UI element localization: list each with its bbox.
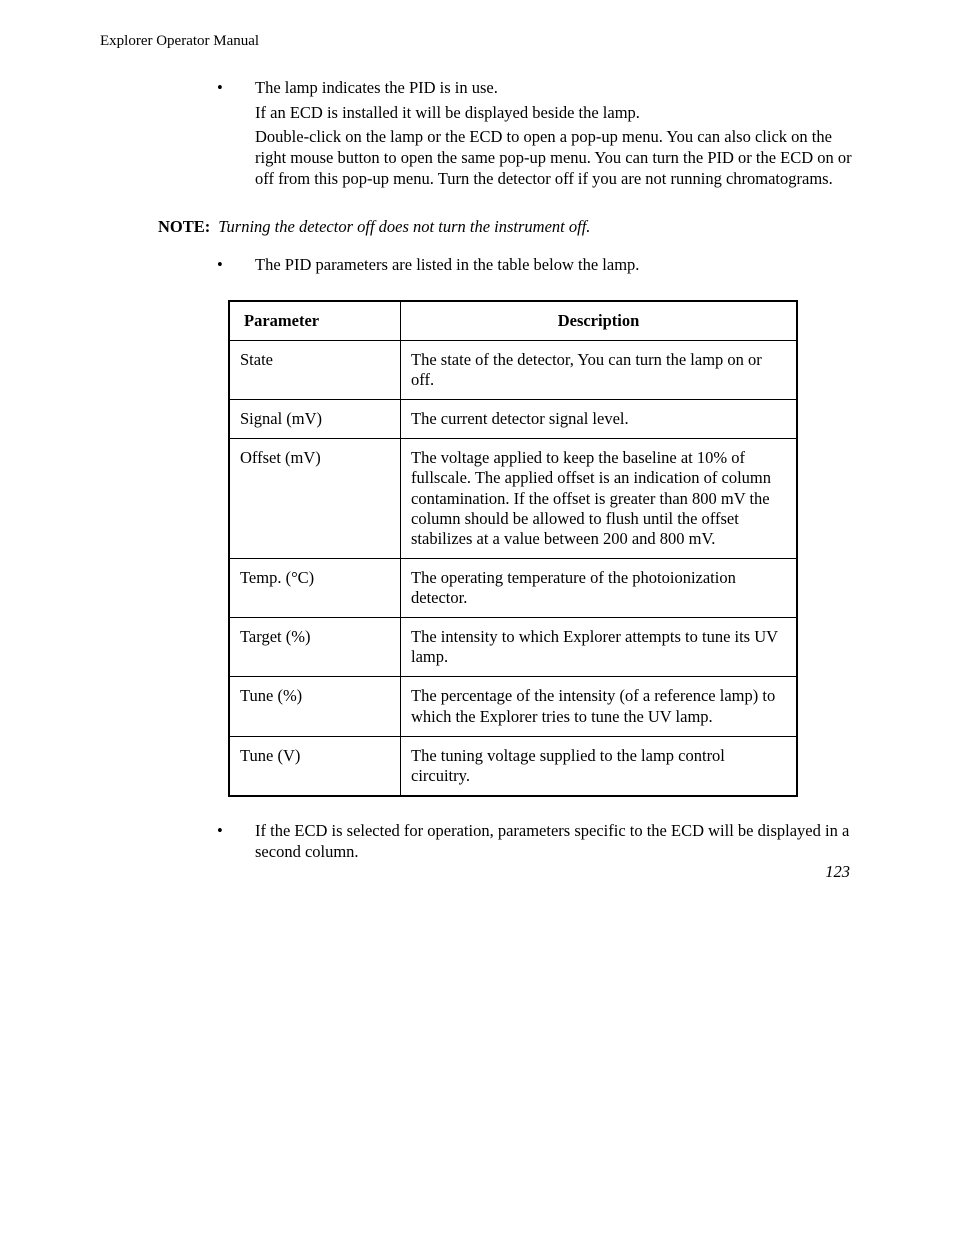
table-row: Signal (mV) The current detector signal …	[229, 400, 797, 439]
paragraph: If an ECD is installed it will be displa…	[255, 103, 854, 124]
table-cell-param: Offset (mV)	[229, 439, 401, 559]
table-header-description: Description	[401, 301, 798, 341]
table-row: Offset (mV) The voltage applied to keep …	[229, 439, 797, 559]
table-cell-desc: The tuning voltage supplied to the lamp …	[401, 736, 798, 796]
table-cell-param: Temp. (°C)	[229, 558, 401, 617]
paragraph: If the ECD is selected for operation, pa…	[255, 821, 854, 862]
bullet-group-top: • The lamp indicates the PID is in use. …	[215, 78, 854, 193]
table-cell-param: Target (%)	[229, 618, 401, 677]
table-cell-desc: The operating temperature of the photoio…	[401, 558, 798, 617]
table-cell-desc: The voltage applied to keep the baseline…	[401, 439, 798, 559]
table-cell-desc: The current detector signal level.	[401, 400, 798, 439]
list-item: • If the ECD is selected for operation, …	[215, 821, 854, 866]
table-cell-param: Tune (V)	[229, 736, 401, 796]
list-item: • The lamp indicates the PID is in use. …	[215, 78, 854, 193]
paragraph: The lamp indicates the PID is in use.	[255, 78, 854, 99]
table-row: Temp. (°C) The operating temperature of …	[229, 558, 797, 617]
parameter-table-wrap: Parameter Description State The state of…	[228, 300, 798, 797]
paragraph: Double-click on the lamp or the ECD to o…	[255, 127, 854, 189]
parameter-table: Parameter Description State The state of…	[228, 300, 798, 797]
table-row: Tune (V) The tuning voltage supplied to …	[229, 736, 797, 796]
note-label: NOTE:	[158, 217, 210, 237]
bullet-icon: •	[215, 78, 255, 193]
table-header-parameter: Parameter	[229, 301, 401, 341]
note-text: Turning the detector off does not turn t…	[218, 217, 590, 237]
table-cell-desc: The percentage of the intensity (of a re…	[401, 677, 798, 736]
bullet-icon: •	[215, 255, 255, 280]
page-number: 123	[825, 862, 850, 882]
bullet-group-mid: • The PID parameters are listed in the t…	[215, 255, 854, 280]
bullet-icon: •	[215, 821, 255, 866]
page: Explorer Operator Manual • The lamp indi…	[0, 0, 954, 866]
table-cell-param: Tune (%)	[229, 677, 401, 736]
table-cell-desc: The state of the detector, You can turn …	[401, 340, 798, 399]
paragraph: The PID parameters are listed in the tab…	[255, 255, 854, 276]
bullet-text: The lamp indicates the PID is in use. If…	[255, 78, 854, 193]
table-header-row: Parameter Description	[229, 301, 797, 341]
note: NOTE: Turning the detector off does not …	[158, 217, 854, 237]
table-cell-param: State	[229, 340, 401, 399]
table-row: State The state of the detector, You can…	[229, 340, 797, 399]
table-cell-desc: The intensity to which Explorer attempts…	[401, 618, 798, 677]
table-cell-param: Signal (mV)	[229, 400, 401, 439]
bullet-group-bottom: • If the ECD is selected for operation, …	[215, 821, 854, 866]
bullet-text: The PID parameters are listed in the tab…	[255, 255, 854, 280]
table-row: Tune (%) The percentage of the intensity…	[229, 677, 797, 736]
list-item: • The PID parameters are listed in the t…	[215, 255, 854, 280]
page-header: Explorer Operator Manual	[100, 33, 854, 50]
table-row: Target (%) The intensity to which Explor…	[229, 618, 797, 677]
bullet-text: If the ECD is selected for operation, pa…	[255, 821, 854, 866]
